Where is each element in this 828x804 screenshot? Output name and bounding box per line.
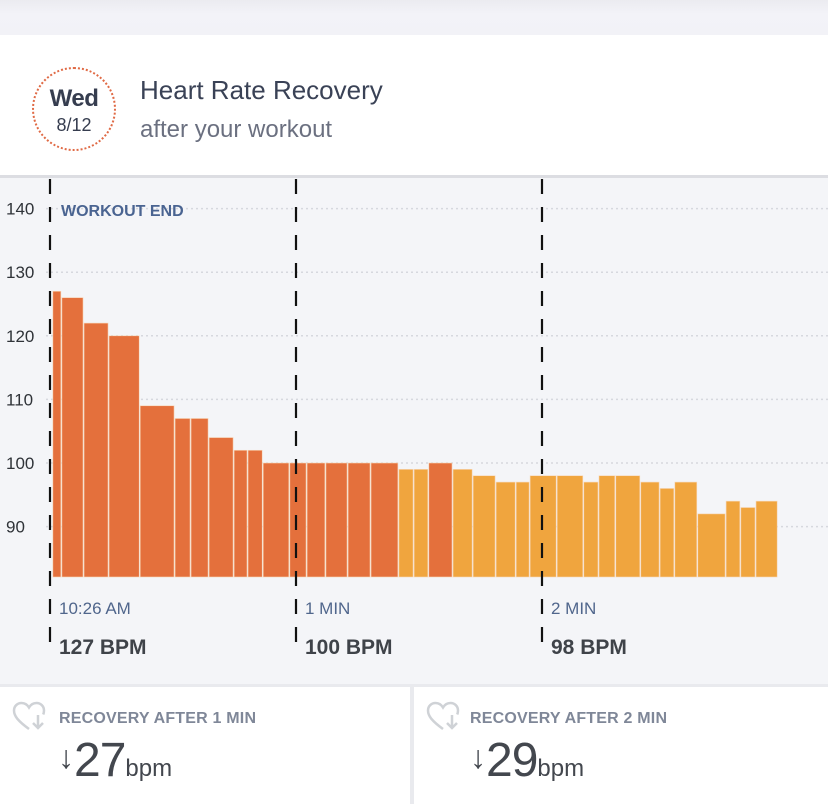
down-arrow-icon: ↓ xyxy=(58,739,74,775)
bar-31 xyxy=(697,513,726,578)
recovery-unit: bpm xyxy=(537,755,585,782)
bar-17 xyxy=(413,469,429,578)
y-tick-label: 110 xyxy=(6,390,33,409)
top-status-strip xyxy=(0,0,828,36)
bar-7 xyxy=(208,437,234,578)
bar-24 xyxy=(556,475,584,578)
bar-8 xyxy=(233,449,248,578)
bar-30 xyxy=(674,481,698,578)
bar-22 xyxy=(515,481,530,578)
marker-bpm-label: 100 BPM xyxy=(305,636,393,659)
bar-23 xyxy=(529,475,557,578)
recovery-value: 29 xyxy=(486,734,538,787)
recovery-cards: RECOVERY AFTER 1 MIN ↓27bpm RECOVERY AFT… xyxy=(0,684,828,804)
date-badge: Wed 8/12 xyxy=(32,67,116,151)
bar-33 xyxy=(740,507,756,578)
marker-bpm-label: 127 BPM xyxy=(59,636,147,659)
page-title: Heart Rate Recovery xyxy=(140,75,383,105)
bar-15 xyxy=(370,462,399,578)
bar-21 xyxy=(495,481,516,578)
bar-0 xyxy=(52,290,62,578)
bar-32 xyxy=(725,500,741,578)
card-value: ↓29bpm xyxy=(470,733,584,788)
bar-3 xyxy=(108,335,140,578)
y-tick-label: 90 xyxy=(6,518,25,537)
marker-bpm-label: 98 BPM xyxy=(551,636,627,659)
heart-rate-chart: 140 130 120 110 100 90 WORKOUT END 10:26 AM 12… xyxy=(0,177,828,684)
y-tick-label: 130 xyxy=(6,263,34,282)
chart-svg: 140 130 120 110 100 90 WORKOUT END 10:26 AM 12… xyxy=(0,177,828,659)
bar-29 xyxy=(659,488,675,578)
recovery-unit: bpm xyxy=(125,755,173,782)
bar-4 xyxy=(139,405,175,578)
bar-5 xyxy=(174,418,191,578)
bar-13 xyxy=(325,462,348,578)
bar-2 xyxy=(83,322,109,578)
bar-28 xyxy=(640,481,660,578)
y-tick-label: 100 xyxy=(6,454,34,473)
heart-down-icon xyxy=(426,701,460,731)
marker-time-label: 10:26 AM xyxy=(59,599,131,618)
card-value: ↓27bpm xyxy=(58,733,172,788)
bar-9 xyxy=(247,449,263,578)
down-arrow-icon: ↓ xyxy=(470,739,486,775)
bar-16 xyxy=(398,469,414,578)
date-num: 8/12 xyxy=(56,115,92,135)
bar-12 xyxy=(306,462,326,578)
marker-time-label: 1 MIN xyxy=(305,599,350,618)
bar-14 xyxy=(347,462,371,578)
workout-end-annotation: WORKOUT END xyxy=(61,203,184,220)
bar-20 xyxy=(472,475,496,578)
bar-10 xyxy=(262,462,290,578)
bar-18 xyxy=(428,462,453,578)
bar-26 xyxy=(598,475,616,578)
card-label: RECOVERY AFTER 2 MIN xyxy=(470,710,668,727)
heart-down-icon xyxy=(12,701,46,731)
bar-11 xyxy=(289,462,307,578)
page-subtitle: after your workout xyxy=(140,116,333,143)
date-day: Wed xyxy=(49,85,99,112)
recovery-card-1min[interactable]: RECOVERY AFTER 1 MIN ↓27bpm xyxy=(0,687,410,804)
bar-34 xyxy=(755,500,778,578)
bar-27 xyxy=(615,475,641,578)
y-tick-label: 120 xyxy=(6,327,34,346)
marker-time-label: 2 MIN xyxy=(551,599,596,618)
bar-25 xyxy=(583,481,599,578)
recovery-card-2min[interactable]: RECOVERY AFTER 2 MIN ↓29bpm xyxy=(414,687,828,804)
card-label: RECOVERY AFTER 1 MIN xyxy=(59,710,257,727)
bar-19 xyxy=(452,469,473,578)
header: Wed 8/12 Heart Rate Recovery after your … xyxy=(0,35,828,177)
bar-1 xyxy=(61,297,84,578)
recovery-value: 27 xyxy=(74,734,126,787)
bar-6 xyxy=(190,418,209,578)
y-tick-label: 140 xyxy=(6,200,34,219)
